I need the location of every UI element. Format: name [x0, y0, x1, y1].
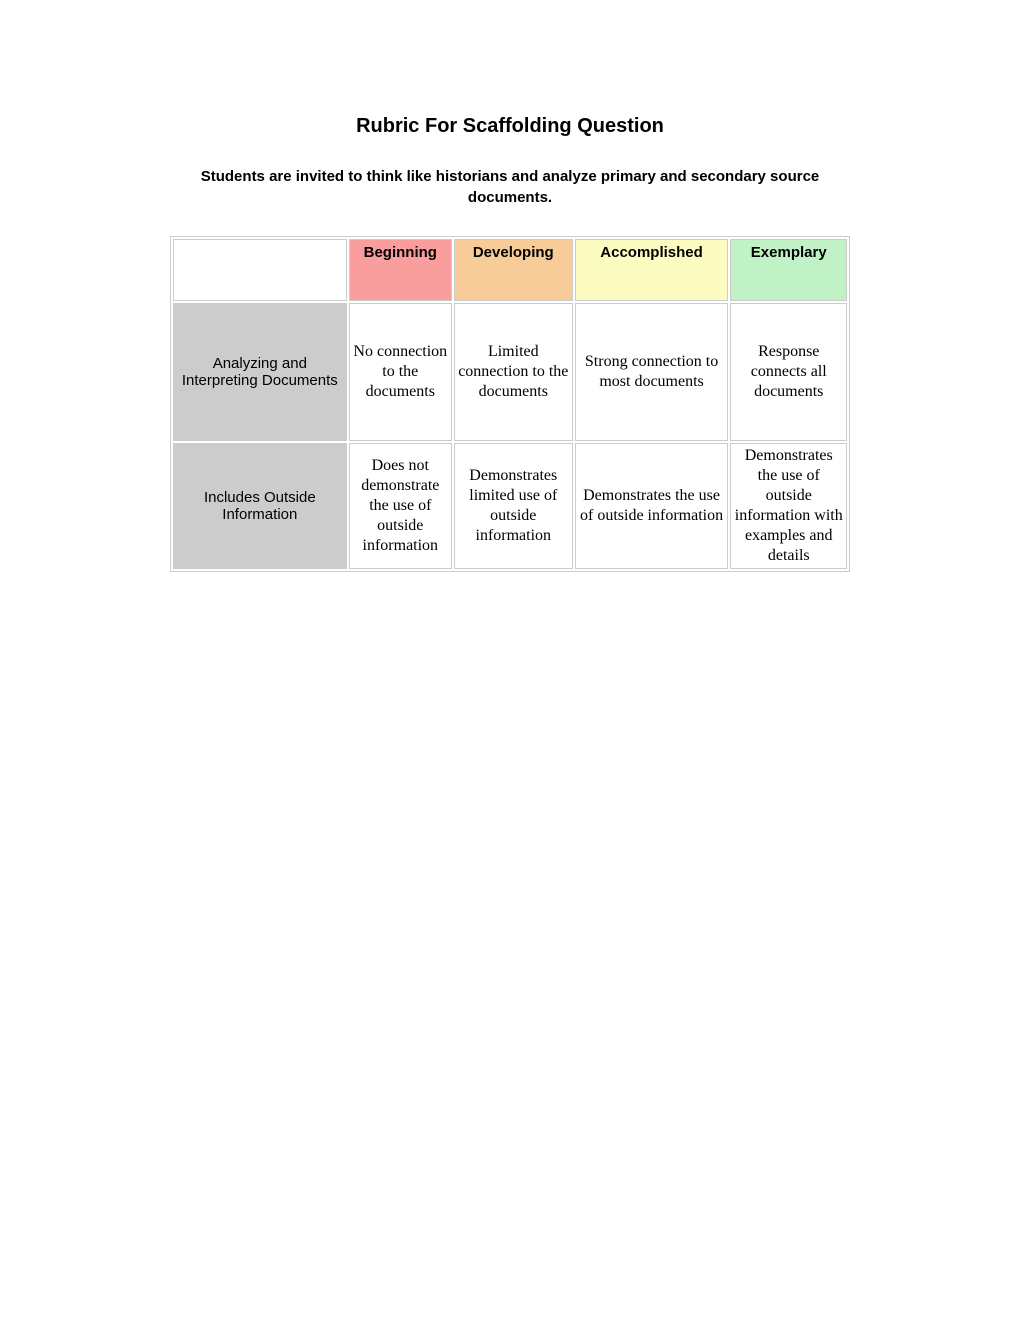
table-cell: Demonstrates the use of outside informat…	[575, 443, 729, 569]
table-cell: Does not demonstrate the use of outside …	[349, 443, 452, 569]
column-header-accomplished: Accomplished	[575, 239, 729, 301]
rubric-table: Beginning Developing Accomplished Exempl…	[170, 236, 850, 572]
page-title: Rubric For Scaffolding Question	[170, 115, 850, 138]
column-header-exemplary: Exemplary	[730, 239, 847, 301]
table-row: Analyzing and Interpreting Documents No …	[173, 303, 847, 441]
table-cell: Demonstrates limited use of outside info…	[454, 443, 573, 569]
table-cell: Demonstrates the use of outside informat…	[730, 443, 847, 569]
table-cell: No connection to the documents	[349, 303, 452, 441]
table-cell: Limited connection to the documents	[454, 303, 573, 441]
table-header-row: Beginning Developing Accomplished Exempl…	[173, 239, 847, 301]
table-cell: Response connects all documents	[730, 303, 847, 441]
row-header-analyzing: Analyzing and Interpreting Documents	[173, 303, 347, 441]
row-header-outside-info: Includes Outside Information	[173, 443, 347, 569]
table-cell: Strong connection to most documents	[575, 303, 729, 441]
corner-cell	[173, 239, 347, 301]
page-subtitle: Students are invited to think like histo…	[170, 166, 850, 208]
column-header-beginning: Beginning	[349, 239, 452, 301]
table-row: Includes Outside Information Does not de…	[173, 443, 847, 569]
column-header-developing: Developing	[454, 239, 573, 301]
